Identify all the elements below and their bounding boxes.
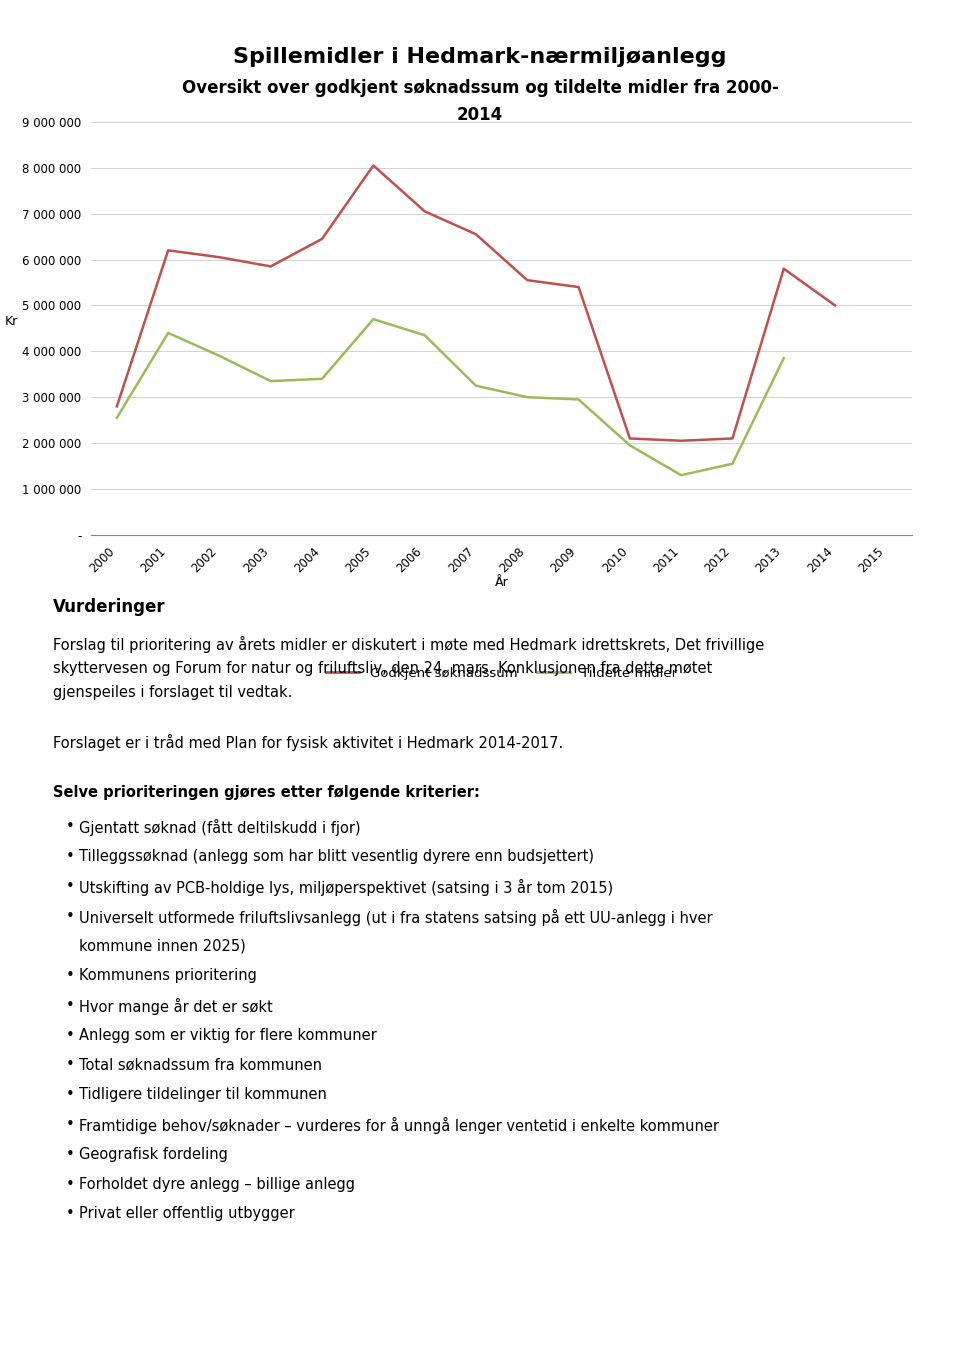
Text: Kommunens prioritering: Kommunens prioritering — [79, 968, 256, 983]
Text: Forslaget er i tråd med Plan for fysisk aktivitet i Hedmark 2014-2017.: Forslaget er i tråd med Plan for fysisk … — [53, 734, 564, 751]
Text: •: • — [65, 909, 74, 923]
Text: Forholdet dyre anlegg – billige anlegg: Forholdet dyre anlegg – billige anlegg — [79, 1177, 355, 1192]
Text: Privat eller offentlig utbygger: Privat eller offentlig utbygger — [79, 1206, 295, 1221]
Text: Vurderinger: Vurderinger — [53, 598, 165, 616]
Text: •: • — [65, 1028, 74, 1043]
Text: •: • — [65, 1117, 74, 1132]
Text: kommune innen 2025): kommune innen 2025) — [79, 938, 246, 953]
Text: •: • — [65, 819, 74, 834]
Text: •: • — [65, 1087, 74, 1102]
Text: •: • — [65, 849, 74, 864]
Text: •: • — [65, 879, 74, 894]
Text: •: • — [65, 1057, 74, 1072]
Text: •: • — [65, 1206, 74, 1221]
Text: gjenspeiles i forslaget til vedtak.: gjenspeiles i forslaget til vedtak. — [53, 685, 292, 700]
Text: •: • — [65, 968, 74, 983]
Text: Forslag til prioritering av årets midler er diskutert i møte med Hedmark idretts: Forslag til prioritering av årets midler… — [53, 636, 764, 654]
Text: Total søknadssum fra kommunen: Total søknadssum fra kommunen — [79, 1057, 322, 1072]
X-axis label: År: År — [494, 577, 509, 589]
Text: Framtidige behov/søknader – vurderes for å unngå lenger ventetid i enkelte kommu: Framtidige behov/søknader – vurderes for… — [79, 1117, 719, 1135]
Y-axis label: Kr: Kr — [5, 315, 17, 328]
Text: Selve prioriteringen gjøres etter følgende kriterier:: Selve prioriteringen gjøres etter følgen… — [53, 785, 480, 800]
Text: Tidligere tildelinger til kommunen: Tidligere tildelinger til kommunen — [79, 1087, 326, 1102]
Text: •: • — [65, 1147, 74, 1162]
Text: Anlegg som er viktig for flere kommuner: Anlegg som er viktig for flere kommuner — [79, 1028, 376, 1043]
Legend: Godkjent søknadssum, Tildelte midler: Godkjent søknadssum, Tildelte midler — [321, 662, 683, 685]
Text: Utskifting av PCB-holdige lys, miljøperspektivet (satsing i 3 år tom 2015): Utskifting av PCB-holdige lys, miljøpers… — [79, 879, 612, 896]
Text: Tilleggssøknad (anlegg som har blitt vesentlig dyrere enn budsjettert): Tilleggssøknad (anlegg som har blitt ves… — [79, 849, 593, 864]
Text: skyttervesen og Forum for natur og friluftsliv, den 24. mars. Konklusjonen fra d: skyttervesen og Forum for natur og frilu… — [53, 661, 712, 676]
Text: Spillemidler i Hedmark-nærmiljøanlegg: Spillemidler i Hedmark-nærmiljøanlegg — [233, 47, 727, 68]
Text: •: • — [65, 1177, 74, 1192]
Text: Geografisk fordeling: Geografisk fordeling — [79, 1147, 228, 1162]
Text: •: • — [65, 998, 74, 1013]
Text: Gjentatt søknad (fått deltilskudd i fjor): Gjentatt søknad (fått deltilskudd i fjor… — [79, 819, 360, 837]
Text: Hvor mange år det er søkt: Hvor mange år det er søkt — [79, 998, 273, 1016]
Text: Universelt utformede friluftslivsanlegg (ut i fra statens satsing på ett UU-anle: Universelt utformede friluftslivsanlegg … — [79, 909, 712, 926]
Text: 2014: 2014 — [457, 106, 503, 123]
Text: Oversikt over godkjent søknadssum og tildelte midler fra 2000-: Oversikt over godkjent søknadssum og til… — [181, 79, 779, 96]
